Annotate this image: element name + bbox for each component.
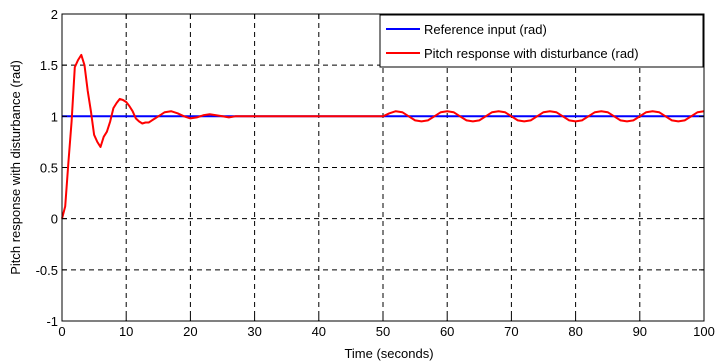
legend: Reference input (rad) Pitch response wit… bbox=[379, 14, 704, 68]
x-tick-label-0: 0 bbox=[58, 324, 65, 339]
x-tick-label-6: 60 bbox=[440, 324, 454, 339]
x-tick-label-2: 20 bbox=[183, 324, 197, 339]
legend-label-pitch-response: Pitch response with disturbance (rad) bbox=[424, 46, 639, 61]
y-tick-label-6: 2 bbox=[51, 7, 58, 22]
y-axis-label: Pitch response with disturbance (rad) bbox=[8, 60, 23, 275]
legend-box bbox=[379, 14, 704, 68]
y-tick-label-2: 0 bbox=[51, 212, 58, 227]
y-tick-label-4: 1 bbox=[51, 109, 58, 124]
x-tick-label-1: 10 bbox=[119, 324, 133, 339]
y-tick-label-5: 1.5 bbox=[40, 58, 58, 73]
legend-label-reference: Reference input (rad) bbox=[424, 22, 547, 37]
x-tick-label-5: 50 bbox=[376, 324, 390, 339]
x-tick-label-8: 80 bbox=[568, 324, 582, 339]
axis-ticks bbox=[61, 13, 705, 322]
x-tick-label-9: 90 bbox=[633, 324, 647, 339]
x-tick-label-3: 30 bbox=[247, 324, 261, 339]
x-tick-label-10: 100 bbox=[693, 324, 715, 339]
axis-tick-labels: 0 10 20 30 40 50 60 70 80 90 100 -1 -0.5 0 0.5 1 1.5 2 bbox=[36, 7, 715, 339]
x-axis-label: Time (seconds) bbox=[344, 346, 433, 361]
y-tick-label-3: 0.5 bbox=[40, 161, 58, 176]
series-line-pitch-response bbox=[61, 53, 705, 219]
x-tick-label-4: 40 bbox=[312, 324, 326, 339]
y-tick-label-0: -1 bbox=[46, 314, 58, 329]
series-layer bbox=[61, 53, 705, 219]
y-tick-label-1: -0.5 bbox=[36, 263, 58, 278]
x-tick-label-7: 70 bbox=[504, 324, 518, 339]
